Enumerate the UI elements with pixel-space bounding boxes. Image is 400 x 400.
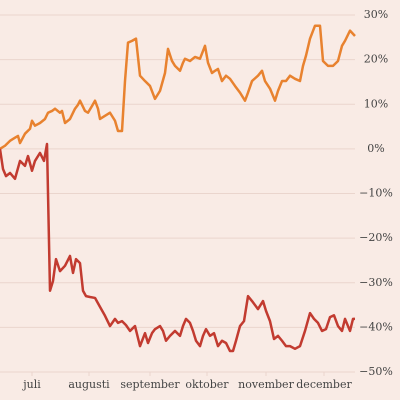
y-tick-label: 30% bbox=[364, 8, 388, 21]
y-tick-label: 0% bbox=[367, 142, 384, 155]
x-tick-label: december bbox=[296, 378, 352, 391]
line bbox=[0, 24, 356, 150]
y-tick-label: 10% bbox=[364, 97, 388, 110]
x-tick-label: augusti bbox=[68, 378, 110, 391]
y-tick-label: −50% bbox=[359, 365, 393, 378]
y-tick-label: −20% bbox=[359, 231, 393, 244]
y-tick-label: 20% bbox=[364, 53, 388, 66]
y-tick-label: −40% bbox=[359, 320, 393, 333]
line bbox=[0, 142, 355, 353]
x-tick-label: november bbox=[238, 378, 294, 391]
y-tick-label: −10% bbox=[359, 187, 393, 200]
x-tick-label: juli bbox=[21, 378, 41, 391]
x-tick-label: oktober bbox=[185, 378, 229, 391]
x-tick-label: september bbox=[120, 378, 180, 391]
y-tick-label: −30% bbox=[359, 276, 393, 289]
